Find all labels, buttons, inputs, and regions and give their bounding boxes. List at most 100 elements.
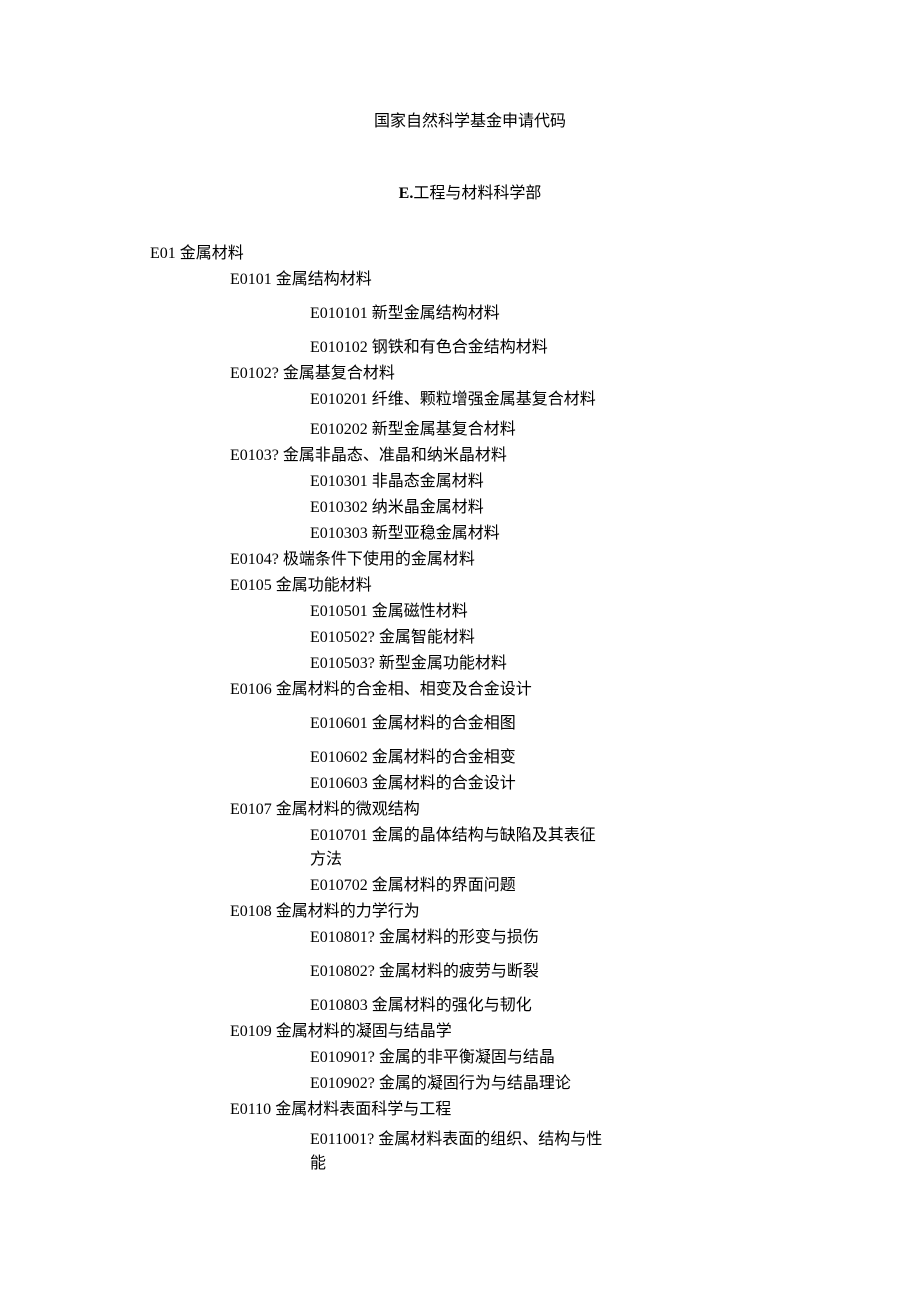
node-code: E0108	[230, 903, 272, 920]
tree-node-l3: E011001? 金属材料表面的组织、结构与性能	[310, 1128, 610, 1176]
node-code: E010803	[310, 997, 368, 1014]
tree-node-l3: E010303 新型亚稳金属材料	[310, 522, 610, 546]
node-label: 新型金属基复合材料	[372, 421, 516, 438]
node-label: 新型亚稳金属材料	[372, 525, 500, 542]
node-label: 金属磁性材料	[372, 603, 468, 620]
tree-node-l3: E010201 纤维、颗粒增强金属基复合材料	[310, 388, 610, 412]
node-label: 金属材料的形变与损伤	[379, 929, 539, 946]
node-label: 金属非晶态、准晶和纳米晶材料	[283, 447, 507, 464]
tree-node-l3: E010601 金属材料的合金相图	[310, 712, 610, 736]
tree-node-l2: E0104? 极端条件下使用的金属材料	[230, 548, 790, 572]
node-code: E010802?	[310, 963, 375, 980]
section-heading-text: 工程与材料科学部	[413, 185, 541, 202]
tree-node-l3: E010102 钢铁和有色合金结构材料	[310, 336, 610, 360]
node-label: 金属的凝固行为与结晶理论	[379, 1075, 571, 1092]
node-code: E010302	[310, 499, 368, 516]
node-code: E010902?	[310, 1075, 375, 1092]
node-label: 金属的非平衡凝固与结晶	[379, 1049, 555, 1066]
node-code: E010502?	[310, 629, 375, 646]
node-label: 非晶态金属材料	[372, 473, 484, 490]
tree-node-l2: E0101 金属结构材料	[230, 268, 790, 292]
spacer	[150, 984, 790, 992]
node-code: E010201	[310, 391, 368, 408]
node-label: 金属材料的疲劳与断裂	[379, 963, 539, 980]
node-code: E011001?	[310, 1131, 374, 1148]
node-code: E010901?	[310, 1049, 375, 1066]
node-code: E010503?	[310, 655, 375, 672]
tree-node-l3: E010702 金属材料的界面问题	[310, 874, 610, 898]
node-label: 金属结构材料	[276, 271, 372, 288]
tree-node-l1: E01 金属材料	[150, 242, 790, 266]
tree-node-l3: E010301 非晶态金属材料	[310, 470, 610, 494]
node-label: 金属材料的力学行为	[276, 903, 420, 920]
tree-node-l3: E010503? 新型金属功能材料	[310, 652, 610, 676]
node-code: E0106	[230, 681, 272, 698]
node-label: 纳米晶金属材料	[372, 499, 484, 516]
node-code: E010202	[310, 421, 368, 438]
node-label: 金属材料的微观结构	[276, 801, 420, 818]
node-label: 钢铁和有色合金结构材料	[372, 339, 548, 356]
node-code: E0103?	[230, 447, 279, 464]
node-code: E010101	[310, 305, 368, 322]
tree-node-l2: E0108 金属材料的力学行为	[230, 900, 790, 924]
node-label: 金属材料的合金相、相变及合金设计	[276, 681, 532, 698]
node-code: E010601	[310, 715, 368, 732]
node-label: 新型金属结构材料	[372, 305, 500, 322]
spacer	[150, 702, 790, 710]
node-code: E01	[150, 245, 176, 262]
node-label: 金属功能材料	[276, 577, 372, 594]
node-code: E010501	[310, 603, 368, 620]
tree-node-l2: E0105 金属功能材料	[230, 574, 790, 598]
tree-node-l2: E0102? 金属基复合材料	[230, 362, 790, 386]
node-code: E0104?	[230, 551, 279, 568]
node-label: 金属材料的合金相变	[372, 749, 516, 766]
tree-node-l2: E0110 金属材料表面科学与工程	[230, 1098, 790, 1122]
section-heading: E.工程与材料科学部	[150, 182, 790, 206]
node-code: E010702	[310, 877, 368, 894]
tree-node-l3: E010101 新型金属结构材料	[310, 302, 610, 326]
node-label: 金属材料的界面问题	[372, 877, 516, 894]
spacer	[150, 1122, 790, 1126]
tree-node-l2: E0103? 金属非晶态、准晶和纳米晶材料	[230, 444, 790, 468]
node-label: 新型金属功能材料	[379, 655, 507, 672]
node-label: 金属材料的合金相图	[372, 715, 516, 732]
node-label: 金属智能材料	[379, 629, 475, 646]
tree-node-l3: E010802? 金属材料的疲劳与断裂	[310, 960, 610, 984]
node-label: 金属材料	[180, 245, 244, 262]
tree-node-l3: E010901? 金属的非平衡凝固与结晶	[310, 1046, 610, 1070]
node-code: E0109	[230, 1023, 272, 1040]
node-label: 金属材料的强化与韧化	[372, 997, 532, 1014]
section-prefix: E.	[399, 185, 414, 202]
tree-node-l2: E0109 金属材料的凝固与结晶学	[230, 1020, 790, 1044]
tree-node-l2: E0106 金属材料的合金相、相变及合金设计	[230, 678, 790, 702]
document-title: 国家自然科学基金申请代码	[150, 110, 790, 134]
tree-node-l3: E010202 新型金属基复合材料	[310, 418, 610, 442]
node-code: E0110	[230, 1101, 271, 1118]
node-code: E0107	[230, 801, 272, 818]
code-tree: E01 金属材料E0101 金属结构材料E010101 新型金属结构材料E010…	[150, 242, 790, 1176]
spacer	[150, 736, 790, 744]
tree-node-l3: E010302 纳米晶金属材料	[310, 496, 610, 520]
node-label: 金属材料的合金设计	[372, 775, 516, 792]
node-code: E0105	[230, 577, 272, 594]
tree-node-l3: E010803 金属材料的强化与韧化	[310, 994, 610, 1018]
tree-node-l3: E010902? 金属的凝固行为与结晶理论	[310, 1072, 610, 1096]
tree-node-l3: E010502? 金属智能材料	[310, 626, 610, 650]
node-code: E010301	[310, 473, 368, 490]
document-page: 国家自然科学基金申请代码 E.工程与材料科学部 E01 金属材料E0101 金属…	[150, 110, 790, 1176]
node-code: E010603	[310, 775, 368, 792]
node-label: 金属材料表面科学与工程	[275, 1101, 451, 1118]
node-label: 极端条件下使用的金属材料	[283, 551, 475, 568]
node-code: E0102?	[230, 365, 279, 382]
node-label: 金属基复合材料	[283, 365, 395, 382]
tree-node-l3: E010501 金属磁性材料	[310, 600, 610, 624]
spacer	[150, 412, 790, 416]
node-code: E010801?	[310, 929, 375, 946]
tree-node-l2: E0107 金属材料的微观结构	[230, 798, 790, 822]
spacer	[150, 292, 790, 300]
tree-node-l3: E010603 金属材料的合金设计	[310, 772, 610, 796]
spacer	[150, 950, 790, 958]
spacer	[150, 326, 790, 334]
tree-node-l3: E010701 金属的晶体结构与缺陷及其表征方法	[310, 824, 610, 872]
node-label: 金属材料的凝固与结晶学	[276, 1023, 452, 1040]
